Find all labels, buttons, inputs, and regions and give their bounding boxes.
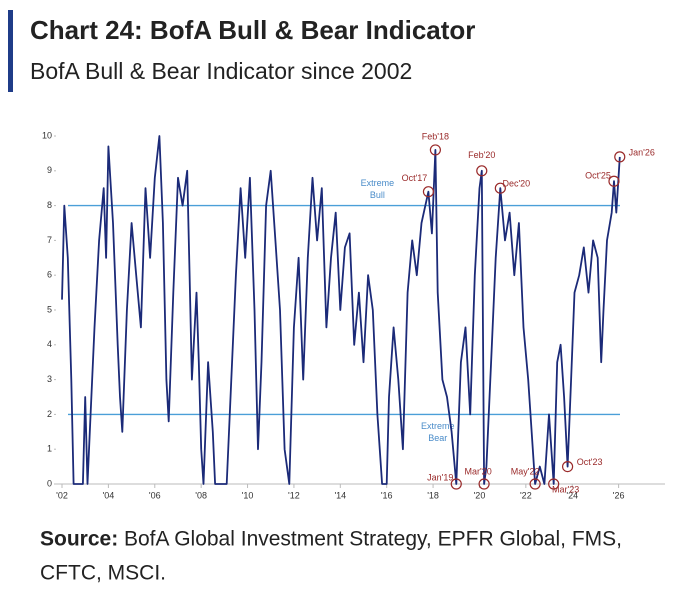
annotation-label: Oct'25 bbox=[585, 171, 611, 181]
annotation-marker bbox=[450, 478, 462, 490]
reference-label: Extreme bbox=[421, 421, 455, 431]
y-tick-label: 8 bbox=[47, 200, 52, 210]
x-tick-label: '08 bbox=[195, 490, 207, 500]
x-tick-label: '22 bbox=[520, 490, 532, 500]
x-tick-label: '14 bbox=[334, 490, 346, 500]
annotation-label: Feb'18 bbox=[422, 131, 449, 141]
reference-label: Bull bbox=[370, 190, 385, 200]
annotation-marker bbox=[548, 478, 560, 490]
y-tick-label: 1 bbox=[47, 444, 52, 454]
reference-label: Extreme bbox=[361, 178, 395, 188]
y-tick-label: 9 bbox=[47, 165, 52, 175]
y-tick-label: 10 bbox=[42, 130, 52, 140]
annotation-label: Jan'19 bbox=[427, 472, 453, 482]
x-tick-label: '16 bbox=[381, 490, 393, 500]
annotation-marker bbox=[529, 478, 541, 490]
x-tick-label: '26 bbox=[613, 490, 625, 500]
annotation-label: Mar'23 bbox=[552, 484, 579, 494]
reference-label: Bear bbox=[428, 433, 447, 443]
source-text: BofA Global Investment Strategy, EPFR Gl… bbox=[124, 528, 622, 551]
y-tick-label: 7 bbox=[47, 235, 52, 245]
data-line bbox=[61, 135, 621, 485]
annotation-marker bbox=[478, 478, 490, 490]
annotation-marker bbox=[614, 151, 626, 163]
x-tick-label: '24 bbox=[566, 490, 578, 500]
annotation-label: Oct'17 bbox=[402, 173, 428, 183]
annotation-label: Dec'20 bbox=[502, 179, 530, 189]
chart-title: Chart 24: BofA Bull & Bear Indicator bbox=[30, 15, 475, 45]
annotation-marker bbox=[429, 144, 441, 156]
annotation-marker bbox=[608, 175, 620, 187]
x-tick-label: '02 bbox=[56, 490, 68, 500]
chart-subtitle: BofA Bull & Bear Indicator since 2002 bbox=[30, 58, 412, 84]
annotation-marker bbox=[561, 461, 574, 473]
x-tick-label: '18 bbox=[427, 490, 439, 500]
y-tick-label: 3 bbox=[47, 374, 52, 384]
title-bar bbox=[8, 10, 13, 92]
y-tick-label: 6 bbox=[47, 270, 52, 280]
source-label: Source: bbox=[40, 528, 118, 551]
x-tick-label: '06 bbox=[149, 490, 161, 500]
x-tick-label: '04 bbox=[103, 490, 115, 500]
annotation-label: May'22 bbox=[511, 466, 540, 476]
annotation-label: Mar'20 bbox=[464, 466, 491, 476]
y-tick-label: 2 bbox=[47, 409, 52, 419]
source-text: CFTC, MSCI. bbox=[40, 562, 166, 585]
annotation-marker bbox=[494, 182, 506, 194]
x-tick-label: '20 bbox=[474, 490, 486, 500]
x-tick-label: '10 bbox=[242, 490, 254, 500]
y-tick-label: 5 bbox=[47, 304, 52, 314]
annotation-marker bbox=[422, 186, 435, 198]
annotation-label: Feb'20 bbox=[468, 150, 495, 160]
y-tick-label: 4 bbox=[47, 339, 52, 349]
annotation-label: Jan'26 bbox=[629, 147, 655, 157]
y-tick-label: 0 bbox=[47, 478, 52, 488]
x-tick-label: '12 bbox=[288, 490, 300, 500]
annotation-marker bbox=[476, 165, 488, 177]
annotation-label: Oct'23 bbox=[577, 457, 603, 467]
